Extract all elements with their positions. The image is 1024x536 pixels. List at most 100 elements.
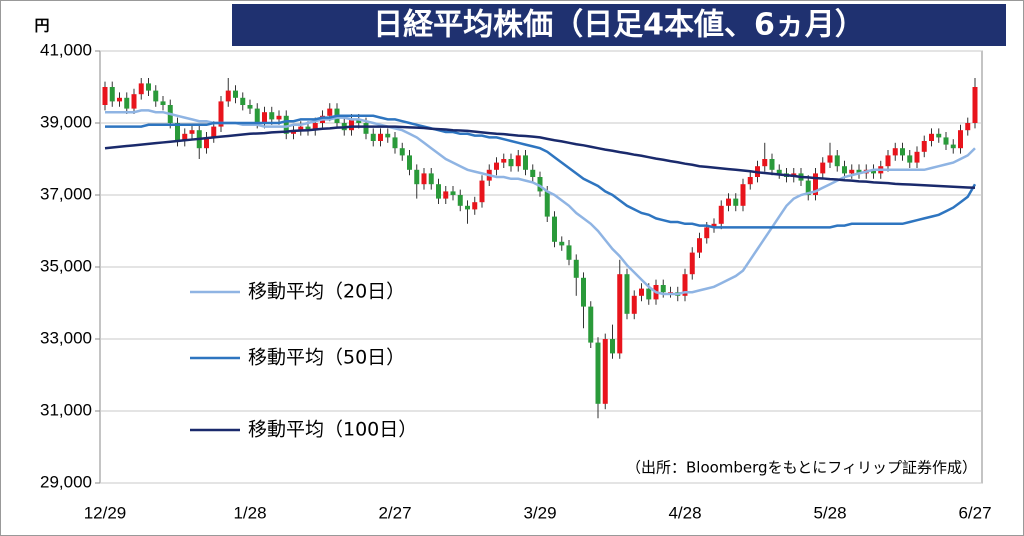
candle-body: [378, 133, 383, 141]
candle-body: [312, 123, 318, 131]
candle-body: [204, 137, 209, 149]
candle-body: [689, 252, 695, 275]
candle-body: [827, 155, 833, 163]
candle-body: [370, 133, 376, 141]
candle-body: [646, 288, 652, 300]
candle-body: [414, 169, 420, 185]
y-tick-label: 41,000: [40, 40, 92, 59]
candle-body: [421, 173, 427, 185]
title-bar: [232, 4, 1006, 46]
candle-body: [530, 169, 536, 177]
candle-body: [124, 97, 130, 109]
candle-body: [936, 133, 942, 138]
x-tick-label: 5/28: [813, 503, 846, 522]
candle-body: [494, 162, 499, 170]
candle-body: [247, 105, 253, 109]
x-tick-label: 12/29: [84, 503, 127, 522]
candle-body: [450, 191, 456, 195]
candle-body: [697, 238, 702, 253]
candle-body: [820, 162, 826, 174]
candle-body: [718, 205, 724, 224]
candle-body: [834, 155, 840, 167]
candle-body: [349, 119, 354, 131]
candle-body: [269, 112, 275, 120]
candle-body: [537, 177, 543, 192]
candle-body: [595, 342, 601, 404]
candle-body: [740, 184, 746, 206]
candle-body: [733, 198, 739, 206]
candle-body: [726, 198, 731, 206]
candle-body: [479, 180, 485, 203]
candle-body: [175, 123, 180, 141]
candle-body: [747, 177, 753, 185]
candle-body: [508, 159, 514, 167]
x-tick-label: 3/29: [523, 503, 556, 522]
candle-body: [356, 119, 362, 123]
candle-body: [885, 155, 891, 167]
candle-body: [363, 123, 369, 134]
candle-body: [856, 169, 862, 174]
candle-body: [972, 87, 978, 123]
candle-body: [225, 90, 231, 102]
candle-body: [305, 126, 311, 131]
chart-title: 日経平均株価（日足4本値、6ヵ月）: [373, 8, 865, 43]
candle-body: [617, 274, 623, 354]
candle-body: [776, 169, 782, 174]
candle-body: [559, 241, 565, 246]
legend-label: 移動平均（50日）: [248, 347, 405, 369]
candle-body: [929, 133, 934, 141]
candle-body: [711, 223, 717, 228]
candle-body: [102, 87, 108, 105]
candle-body: [399, 148, 405, 156]
candle-body: [501, 159, 507, 163]
candle-body: [218, 101, 224, 127]
candle-body: [443, 191, 449, 199]
candle-body: [117, 97, 122, 102]
candle-body: [849, 169, 855, 174]
ma-line: [105, 114, 977, 229]
candle-body: [233, 90, 238, 98]
candle-body: [813, 173, 818, 195]
x-tick-label: 1/28: [233, 503, 266, 522]
candle-body: [900, 148, 905, 156]
candle-body: [523, 155, 528, 170]
y-tick-label: 33,000: [40, 328, 92, 347]
candle-body: [892, 148, 898, 156]
y-tick-label: 39,000: [40, 112, 92, 131]
candle-body: [109, 87, 115, 102]
legend-label: 移動平均（20日）: [248, 281, 405, 303]
candle-body: [762, 159, 768, 167]
candle-body: [588, 306, 594, 343]
x-tick-label: 6/27: [958, 503, 991, 522]
candle-body: [660, 285, 666, 293]
x-tick-label: 2/27: [378, 503, 411, 522]
candle-body: [805, 180, 811, 195]
candle-body: [131, 94, 137, 109]
candle-body: [552, 216, 557, 242]
candle-body: [298, 126, 304, 131]
candle-body: [639, 288, 644, 296]
candle-body: [262, 112, 267, 123]
candle-body: [327, 108, 333, 116]
candle-body: [385, 133, 391, 138]
candle-body: [631, 295, 637, 314]
y-tick-label: 37,000: [40, 184, 92, 203]
candle-body: [457, 195, 463, 206]
candle-body: [682, 274, 688, 296]
candle-body: [283, 115, 289, 134]
candle-body: [465, 205, 470, 210]
candle-body: [769, 159, 775, 170]
candle-body: [189, 130, 195, 134]
x-tick-label: 4/28: [668, 503, 701, 522]
candle-body: [914, 151, 920, 163]
candle-body: [211, 126, 217, 138]
candle-body: [436, 184, 441, 199]
candle-body: [943, 137, 949, 145]
source-note: （出所：Bloombergをもとにフィリップ証券作成）: [626, 459, 977, 477]
y-tick-label: 29,000: [40, 472, 92, 491]
candle-body: [871, 169, 876, 174]
candle-body: [146, 83, 151, 91]
candle-body: [472, 202, 478, 210]
